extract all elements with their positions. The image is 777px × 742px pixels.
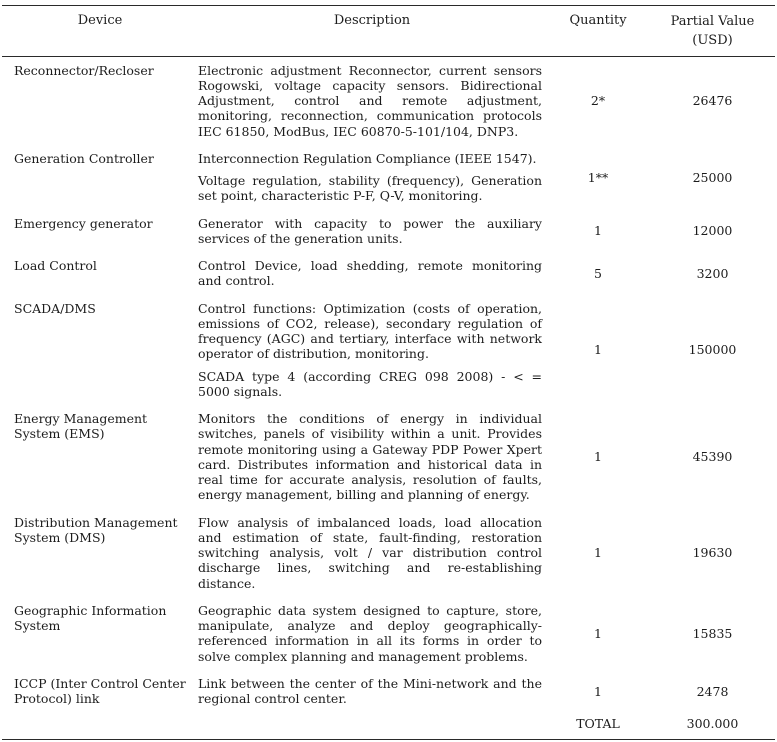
- header-partial-value-line2: (USD): [692, 32, 733, 48]
- quantity-cell: 1**: [587, 169, 609, 185]
- value-cell: 12000: [692, 223, 733, 239]
- quantity-cell: 1: [594, 342, 602, 358]
- device-cell: Generation Controller: [14, 150, 154, 166]
- description-paragraph: SCADA type 4 (according CREG 098 2008) -…: [198, 368, 542, 399]
- table-row: Geographic Information System Geographic…: [2, 597, 775, 670]
- header-description: Description: [333, 13, 411, 28]
- value-cell: 45390: [692, 449, 733, 465]
- device-cell: Load Control: [14, 258, 97, 274]
- description-cell: Geographic data system designed to captu…: [198, 603, 546, 664]
- table-row: ICCP (Inter Control Center Protocol) lin…: [2, 670, 775, 713]
- header-partial-value: Partial Value (USD): [650, 13, 775, 51]
- device-cell: ICCP (Inter Control Center Protocol) lin…: [14, 675, 186, 707]
- description-paragraph: Control Device, load shedding, remote mo…: [198, 258, 542, 289]
- quantity-cell: 1: [594, 625, 602, 641]
- total-value: 300.000: [686, 716, 739, 732]
- description-paragraph: Link between the center of the Mini-netw…: [198, 675, 542, 707]
- description-cell: Control Device, load shedding, remote mo…: [198, 258, 546, 289]
- total-row: TOTAL 300.000: [2, 712, 775, 738]
- table-row: Load Control Control Device, load sheddi…: [2, 252, 775, 295]
- description-cell: Monitors the conditions of energy in ind…: [198, 411, 546, 503]
- description-cell: Link between the center of the Mini-netw…: [198, 676, 546, 707]
- value-cell: 19630: [692, 545, 733, 561]
- header-device: Device: [77, 13, 123, 28]
- value-cell: 15835: [692, 625, 733, 641]
- description-paragraph: Flow analysis of imbalanced loads, load …: [198, 514, 542, 591]
- table-row: Energy Management System (EMS) Monitors …: [2, 405, 775, 509]
- value-cell: 25000: [692, 169, 733, 185]
- value-cell: 26476: [692, 93, 733, 109]
- table-header-row: Device Description Quantity Partial Valu…: [2, 6, 775, 57]
- description-cell: Electronic adjustment Reconnector, curre…: [198, 63, 546, 139]
- description-cell: Flow analysis of imbalanced loads, load …: [198, 515, 546, 591]
- header-quantity: Quantity: [569, 13, 627, 28]
- value-cell: 3200: [696, 265, 729, 281]
- device-cell: SCADA/DMS: [14, 300, 96, 316]
- device-cell: Geographic Information System: [14, 602, 167, 634]
- description-paragraph: Control functions: Optimization (costs o…: [198, 300, 542, 362]
- description-cell: Interconnection Regulation Compliance (I…: [198, 151, 546, 204]
- quantity-cell: 2*: [590, 93, 606, 109]
- device-cell: Emergency generator: [14, 215, 153, 231]
- description-cell: Generator with capacity to power the aux…: [198, 216, 546, 247]
- description-paragraph: Geographic data system designed to captu…: [198, 602, 542, 664]
- quantity-cell: 1: [594, 449, 602, 465]
- description-paragraph: Voltage regulation, stability (frequency…: [198, 173, 542, 204]
- total-label: TOTAL: [576, 716, 620, 732]
- description-paragraph: Monitors the conditions of energy in ind…: [198, 411, 542, 503]
- description-paragraph: Electronic adjustment Reconnector, curre…: [198, 62, 542, 139]
- device-cell: Energy Management System (EMS): [14, 411, 148, 442]
- table-row: Reconnector/Recloser Electronic adjustme…: [2, 57, 775, 145]
- quantity-cell: 1: [594, 545, 602, 561]
- table-row: Generation Controller Interconnection Re…: [2, 145, 775, 210]
- description-paragraph: Interconnection Regulation Compliance (I…: [198, 150, 537, 166]
- value-cell: 2478: [696, 683, 729, 699]
- table-row: Distribution Management System (DMS) Flo…: [2, 509, 775, 597]
- device-cost-table: Device Description Quantity Partial Valu…: [2, 5, 775, 740]
- description-cell: Control functions: Optimization (costs o…: [198, 301, 546, 400]
- device-cell: Reconnector/Recloser: [14, 62, 154, 78]
- value-cell: 150000: [688, 342, 737, 358]
- table-row: SCADA/DMS Control functions: Optimizatio…: [2, 295, 775, 406]
- header-partial-value-line1: Partial Value: [670, 14, 755, 29]
- table-row: Emergency generator Generator with capac…: [2, 210, 775, 253]
- quantity-cell: 1: [594, 223, 602, 239]
- quantity-cell: 5: [594, 265, 602, 281]
- description-paragraph: Generator with capacity to power the aux…: [198, 215, 542, 246]
- device-cell: Distribution Management System (DMS): [14, 514, 178, 545]
- quantity-cell: 1: [594, 683, 602, 699]
